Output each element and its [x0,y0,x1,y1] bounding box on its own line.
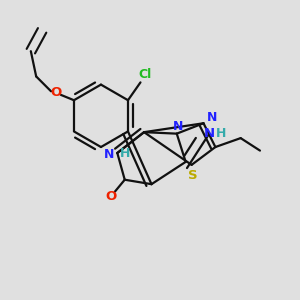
Text: N: N [104,148,114,161]
Text: O: O [50,86,61,99]
Text: H: H [216,127,226,140]
Text: Cl: Cl [138,68,152,82]
Text: O: O [106,190,117,202]
Text: S: S [188,169,198,182]
Text: N: N [173,120,183,133]
Text: N: N [207,111,217,124]
Text: H: H [120,147,130,160]
Text: N: N [204,127,215,140]
